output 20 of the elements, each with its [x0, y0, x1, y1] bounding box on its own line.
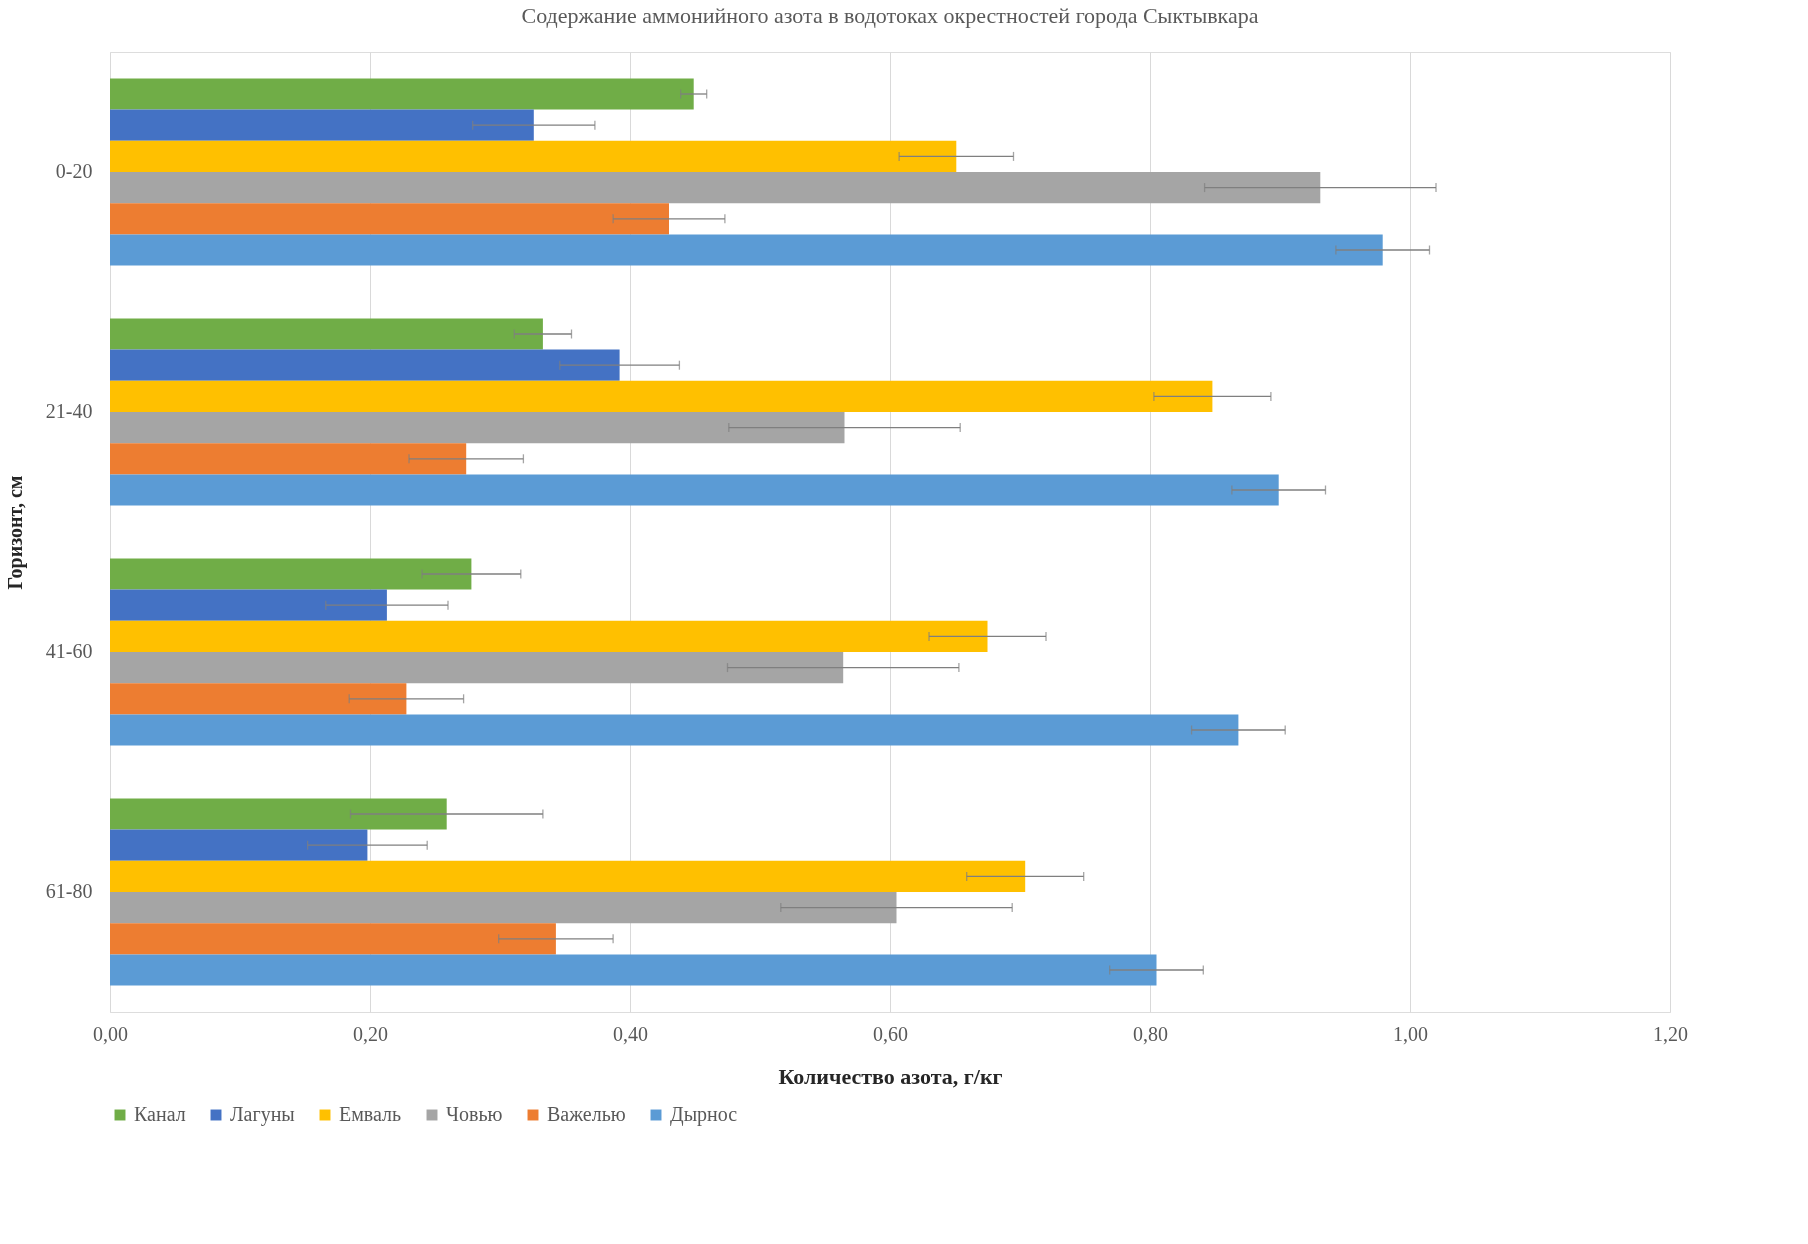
legend-label: Емваль: [339, 1103, 402, 1125]
x-tick-label: 0,20: [353, 1022, 388, 1045]
legend-label: Канал: [134, 1103, 186, 1125]
x-tick-label: 0,40: [613, 1022, 648, 1045]
legend-label: Човью: [446, 1103, 503, 1125]
chart-title: Содержание аммонийного азота в водотоках окрестностей города Сыктывкара: [521, 3, 1259, 28]
y-tick-label: 21-40: [45, 400, 93, 422]
legend-label: Важелью: [547, 1103, 626, 1125]
y-tick-label: 61-80: [45, 880, 93, 902]
y-tick-label: 0-20: [55, 160, 93, 182]
legend-label: Дырнос: [670, 1103, 738, 1126]
x-tick-label: 1,20: [1653, 1022, 1688, 1045]
x-tick-label: 0,80: [1133, 1022, 1168, 1045]
x-tick-label: 1,00: [1393, 1022, 1428, 1045]
x-tick-label: 0,00: [93, 1022, 128, 1045]
y-axis-title: Горизонт, см: [3, 475, 27, 590]
x-tick-label: 0,60: [873, 1022, 908, 1045]
legend-label: Лагуны: [230, 1103, 295, 1126]
x-axis-title: Количество азота, г/кг: [778, 1063, 1003, 1089]
y-tick-label: 41-60: [45, 640, 93, 662]
